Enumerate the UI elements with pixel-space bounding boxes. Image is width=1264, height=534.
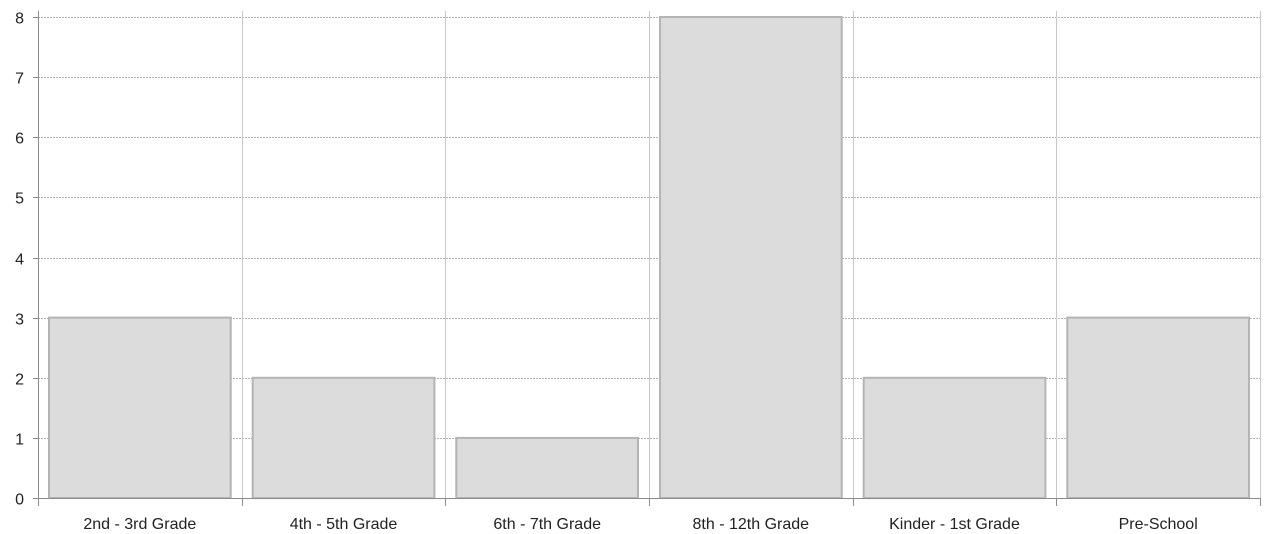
bar-pre-school	[1066, 316, 1251, 499]
y-tick-label: 3	[15, 312, 24, 329]
y-tick-label: 0	[15, 492, 24, 509]
x-tick-label: 4th - 5th Grade	[290, 516, 398, 533]
x-tick-label: Kinder - 1st Grade	[889, 516, 1020, 533]
bar-kinder-1st-grade	[862, 376, 1047, 500]
bar-2nd-3rd-grade	[48, 316, 232, 499]
chart-axes	[33, 11, 1261, 506]
y-tick-label: 1	[15, 432, 24, 449]
y-tick-label: 5	[15, 191, 24, 208]
y-tick-label: 2	[15, 372, 24, 389]
bar-4th-5th-grade	[251, 376, 436, 500]
y-tick-label: 6	[15, 131, 24, 148]
x-tick-label: Pre-School	[1119, 516, 1198, 533]
x-tick-label: 8th - 12th Grade	[693, 516, 810, 533]
y-tick-label: 8	[15, 11, 24, 28]
y-tick-label: 4	[15, 252, 24, 269]
x-axis-tick-labels: 2nd - 3rd Grade 4th - 5th Grade 6th - 7th …	[83, 516, 1197, 533]
y-axis-tick-labels: 0 1 2 3 4 5 6 7 8	[15, 11, 24, 509]
x-tick-label: 6th - 7th Grade	[493, 516, 601, 533]
y-tick-label: 7	[15, 71, 24, 88]
chart-bars	[48, 16, 1251, 500]
bar-6th-7th-grade	[455, 436, 639, 499]
x-tick-label: 2nd - 3rd Grade	[83, 516, 196, 533]
bar-8th-12th-grade	[659, 16, 843, 499]
